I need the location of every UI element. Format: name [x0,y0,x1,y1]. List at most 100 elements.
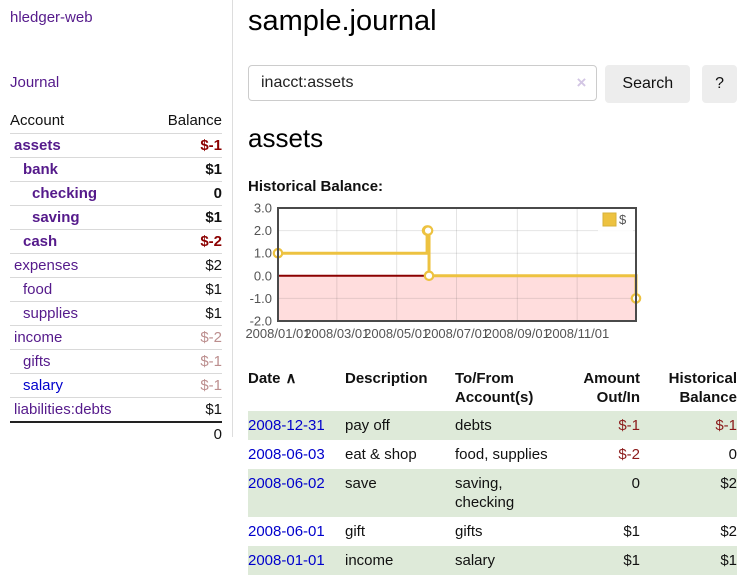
register-row: 2008-12-31 pay off debts $-1 $-1 [248,411,737,440]
sidebar: hledger-web Journal Account Balance asse… [0,0,232,446]
cell-accounts: gifts [455,523,483,540]
account-link[interactable]: assets [14,137,61,154]
balance-column-header: Balance [167,112,222,129]
app-title-link[interactable]: hledger-web [10,9,93,26]
y-axis-tick: 3.0 [254,201,272,216]
account-balance: $-2 [148,229,222,254]
account-heading: assets [248,123,324,153]
data-point-marker[interactable] [422,225,434,236]
main-content: sample.journal × Search ? assets Histori… [245,0,737,575]
transaction-date-link[interactable]: 2008-12-31 [248,417,325,434]
account-balance: $1 [148,157,222,182]
cell-description: pay off [345,417,390,434]
account-row: gifts $-1 [10,349,222,374]
account-balance: $-2 [148,325,222,350]
cell-description: gift [345,523,366,540]
account-row: assets $-1 [10,133,222,158]
account-link[interactable]: food [23,281,53,298]
account-link[interactable]: supplies [23,305,79,322]
account-balance: $-1 [148,349,222,374]
register-row: 2008-06-03 eat & shop food, supplies $-2 0 [248,440,737,469]
account-balance: $-1 [148,133,222,158]
x-axis-tick: 2008/09/01 [485,326,550,341]
account-row: cash $-2 [10,229,222,254]
legend-label: $ [619,212,627,227]
cell-accounts: food, supplies [455,446,548,463]
account-link[interactable]: cash [23,233,58,250]
header-accounts: To/From Account(s) [455,370,534,406]
cell-balance: $1 [720,552,737,569]
cell-amount: $1 [623,523,640,540]
sidebar-divider [232,0,233,437]
accounts-table: Account Balance assets $-1 bank $1 checking 0… [10,109,222,446]
cell-date: 2008-06-02 [248,469,345,517]
account-row: bank $1 [10,157,222,182]
search-input[interactable] [248,65,598,101]
cell-description: save [345,475,377,492]
register-row: 2008-01-01 income salary $1 $1 [248,546,737,575]
y-axis-tick: -1.0 [250,291,272,306]
header-balance: Historical Balance [668,370,737,406]
cell-amount: $-1 [618,417,640,434]
x-axis-tick: 2008/01/01 [245,326,310,341]
cell-date: 2008-12-31 [248,411,345,440]
transaction-date-link[interactable]: 2008-06-01 [248,523,325,540]
cell-balance: $2 [720,523,737,540]
account-balance: $1 [148,301,222,326]
account-link[interactable]: income [14,329,63,346]
cell-amount: 0 [631,475,640,492]
register-row: 2008-06-02 save saving, checking 0 $2 [248,469,737,517]
account-link[interactable]: bank [23,161,59,178]
transaction-date-link[interactable]: 2008-01-01 [248,552,325,569]
transaction-date-link[interactable]: 2008-06-02 [248,475,325,492]
chart-canvas[interactable]: $3.0 2.0 1.0 0.0 -1.0 -2.02008/01/012008/03/0… [240,199,740,349]
search-form: × Search ? [248,65,737,103]
cell-accounts: salary [455,552,496,569]
account-balance: $1 [148,205,222,230]
accounts-column-header: Account [10,112,65,129]
account-row: salary $-1 [10,373,222,398]
x-axis-tick: 2008/05/01 [364,326,429,341]
negative-region [278,275,636,321]
account-balance: $2 [148,253,222,278]
account-link[interactable]: saving [32,209,80,226]
data-point-marker[interactable] [423,270,435,282]
sort-asc-icon: ∧ [285,370,297,387]
cell-balance: $-1 [715,417,737,434]
account-link[interactable]: salary [23,377,64,394]
cell-accounts: debts [455,417,492,434]
account-row: expenses $2 [10,253,222,278]
account-link[interactable]: gifts [23,353,51,370]
account-row: income $-2 [10,325,222,350]
header-amount: Amount Out/In [583,370,640,406]
header-description: Description [345,370,428,387]
x-axis-tick: 2008/03/01 [304,326,369,341]
account-link[interactable]: liabilities:debts [14,401,112,418]
clear-search-icon[interactable]: × [576,73,587,92]
transaction-date-link[interactable]: 2008-06-03 [248,446,325,463]
cell-balance: $2 [720,475,737,492]
x-axis-tick: 2008/07/01 [424,326,489,341]
cell-date: 2008-06-03 [248,440,345,469]
page-title: sample.journal [248,5,437,37]
account-row: saving $1 [10,205,222,230]
help-button[interactable]: ? [702,65,737,103]
historical-balance-chart[interactable]: $3.0 2.0 1.0 0.0 -1.0 -2.0 2008/01/01 2008/03/0… [245,199,737,349]
search-button[interactable]: Search [605,65,691,103]
legend-swatch [602,212,617,227]
account-link[interactable]: expenses [14,257,79,274]
y-axis-tick: -2.0 [250,314,272,329]
cell-date: 2008-06-01 [248,517,345,546]
chart-title: Historical Balance: [248,178,384,195]
sidebar-item-journal[interactable]: Journal [10,74,60,91]
y-axis-tick: 1.0 [254,246,272,261]
accounts-total: 0 [148,421,222,446]
account-row: supplies $1 [10,301,222,326]
account-balance: $1 [148,397,222,422]
register-table: Date ∧ Description To/From Account(s) Amo… [248,365,737,575]
account-balance: $1 [148,277,222,302]
account-link[interactable]: checking [32,185,98,202]
chart-border [277,207,637,322]
cell-description: eat & shop [345,446,417,463]
account-row: checking 0 [10,181,222,206]
